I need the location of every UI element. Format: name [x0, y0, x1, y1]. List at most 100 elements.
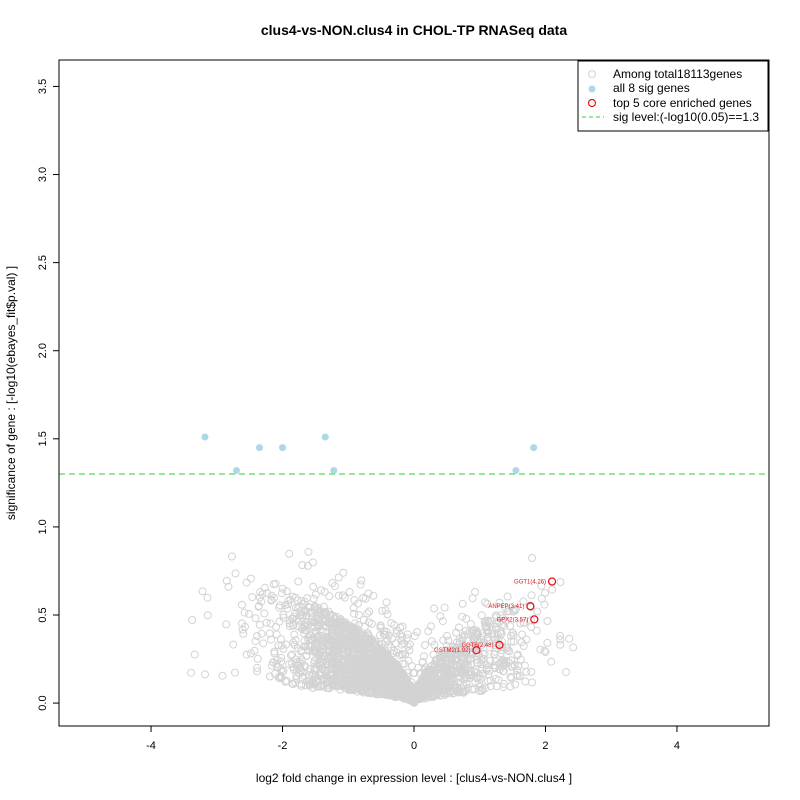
- background-gene-point: [495, 598, 504, 607]
- y-tick-label: 3.5: [37, 79, 49, 94]
- background-gene-point: [266, 619, 275, 628]
- background-gene-point: [380, 649, 389, 658]
- core-gene-label: GGT1(4.26): [514, 580, 546, 586]
- background-gene-point: [522, 667, 531, 676]
- background-gene-point: [279, 613, 288, 622]
- background-gene-point: [292, 603, 300, 612]
- background-gene-point: [447, 675, 456, 683]
- background-gene-point: [309, 594, 318, 603]
- background-gene-point: [325, 592, 334, 601]
- background-gene-point: [438, 617, 447, 626]
- background-gene-point: [450, 646, 458, 655]
- background-gene-point: [425, 671, 433, 680]
- background-gene-point: [242, 578, 251, 587]
- background-gene-point: [286, 595, 295, 604]
- background-gene-point: [254, 602, 263, 611]
- background-gene-point: [281, 601, 290, 610]
- background-gene-point: [311, 642, 320, 651]
- background-gene-point: [510, 605, 519, 614]
- background-gene-point: [291, 679, 300, 688]
- background-gene-point: [301, 672, 309, 681]
- background-gene-point: [378, 606, 387, 615]
- background-gene-point: [459, 663, 467, 672]
- background-gene-point: [238, 600, 246, 609]
- background-gene-point: [459, 688, 468, 697]
- background-gene-point: [396, 683, 405, 692]
- sig-gene-point: [530, 444, 538, 452]
- background-gene-point: [416, 669, 425, 678]
- core-gene-point: [472, 646, 481, 655]
- background-gene-point: [306, 664, 315, 673]
- core-gene-label: ANPEP(3.41): [488, 604, 524, 610]
- background-gene-point: [442, 666, 451, 675]
- background-gene-point: [293, 657, 302, 666]
- background-gene-point: [413, 628, 421, 636]
- background-gene-point: [253, 632, 261, 640]
- background-gene-point: [364, 589, 373, 598]
- background-gene-point: [543, 617, 552, 625]
- background-gene-point: [345, 676, 354, 685]
- background-gene-point: [468, 594, 477, 603]
- background-gene-point: [287, 651, 295, 660]
- background-gene-point: [378, 690, 387, 699]
- background-gene-point: [474, 630, 483, 639]
- legend-entry-total: Among total18113genes: [613, 67, 742, 81]
- background-gene-point: [282, 640, 291, 649]
- background-gene-point: [479, 654, 488, 663]
- background-gene-point: [253, 654, 262, 663]
- background-gene-point: [472, 626, 481, 635]
- background-gene-point: [338, 621, 346, 630]
- background-gene-point: [345, 662, 354, 671]
- background-gene-point: [327, 610, 336, 619]
- background-gene-point: [364, 640, 372, 649]
- background-gene-point: [430, 640, 439, 649]
- legend-marker-sig: [588, 85, 596, 93]
- background-gene-point: [270, 649, 279, 658]
- background-gene-point: [298, 561, 307, 570]
- background-gene-point: [497, 629, 506, 638]
- background-gene-point: [458, 599, 467, 608]
- background-gene-point: [405, 640, 414, 649]
- background-gene-point: [388, 649, 397, 658]
- background-gene-point: [279, 610, 288, 619]
- background-gene-point: [473, 658, 482, 667]
- background-gene-point: [350, 609, 359, 618]
- background-gene-point: [491, 635, 500, 644]
- background-gene-point: [507, 631, 515, 640]
- background-gene-point: [339, 662, 348, 671]
- background-gene-point: [448, 642, 457, 651]
- background-gene-point: [239, 629, 248, 638]
- background-gene-point: [302, 611, 311, 620]
- background-gene-point: [360, 622, 369, 631]
- background-gene-point: [497, 657, 505, 666]
- background-gene-point: [359, 593, 368, 602]
- background-gene-point: [310, 605, 318, 613]
- background-gene-point: [486, 616, 495, 625]
- background-gene-point: [277, 589, 286, 598]
- background-gene-point: [301, 607, 310, 616]
- background-gene-point: [250, 646, 259, 655]
- background-gene-point: [320, 587, 329, 596]
- background-gene-point: [486, 676, 495, 685]
- background-gene-point: [311, 590, 320, 599]
- background-gene-point: [314, 682, 323, 691]
- background-gene-point: [383, 636, 392, 644]
- background-gene-point: [350, 635, 359, 644]
- core-gene-label: GGT6(2.48): [461, 643, 493, 649]
- core-genes: GGT1(4.26) ANPEP(3.41) GPX2(3.57) GGT6(2.48…: [434, 577, 557, 655]
- background-gene-point: [190, 650, 199, 659]
- background-gene-point: [376, 631, 384, 640]
- background-gene-point: [290, 630, 299, 639]
- background-gene-point: [395, 669, 404, 677]
- background-gene-point: [367, 619, 376, 628]
- background-gene-point: [466, 620, 475, 628]
- background-gene-point: [392, 629, 401, 638]
- background-gene-point: [470, 667, 479, 676]
- background-gene-point: [203, 611, 212, 620]
- background-gene-point: [465, 655, 474, 664]
- background-gene-point: [282, 587, 291, 596]
- background-gene-point: [519, 642, 528, 650]
- background-gene-point: [458, 612, 467, 621]
- background-gene-point: [339, 568, 348, 577]
- background-gene-point: [359, 641, 368, 650]
